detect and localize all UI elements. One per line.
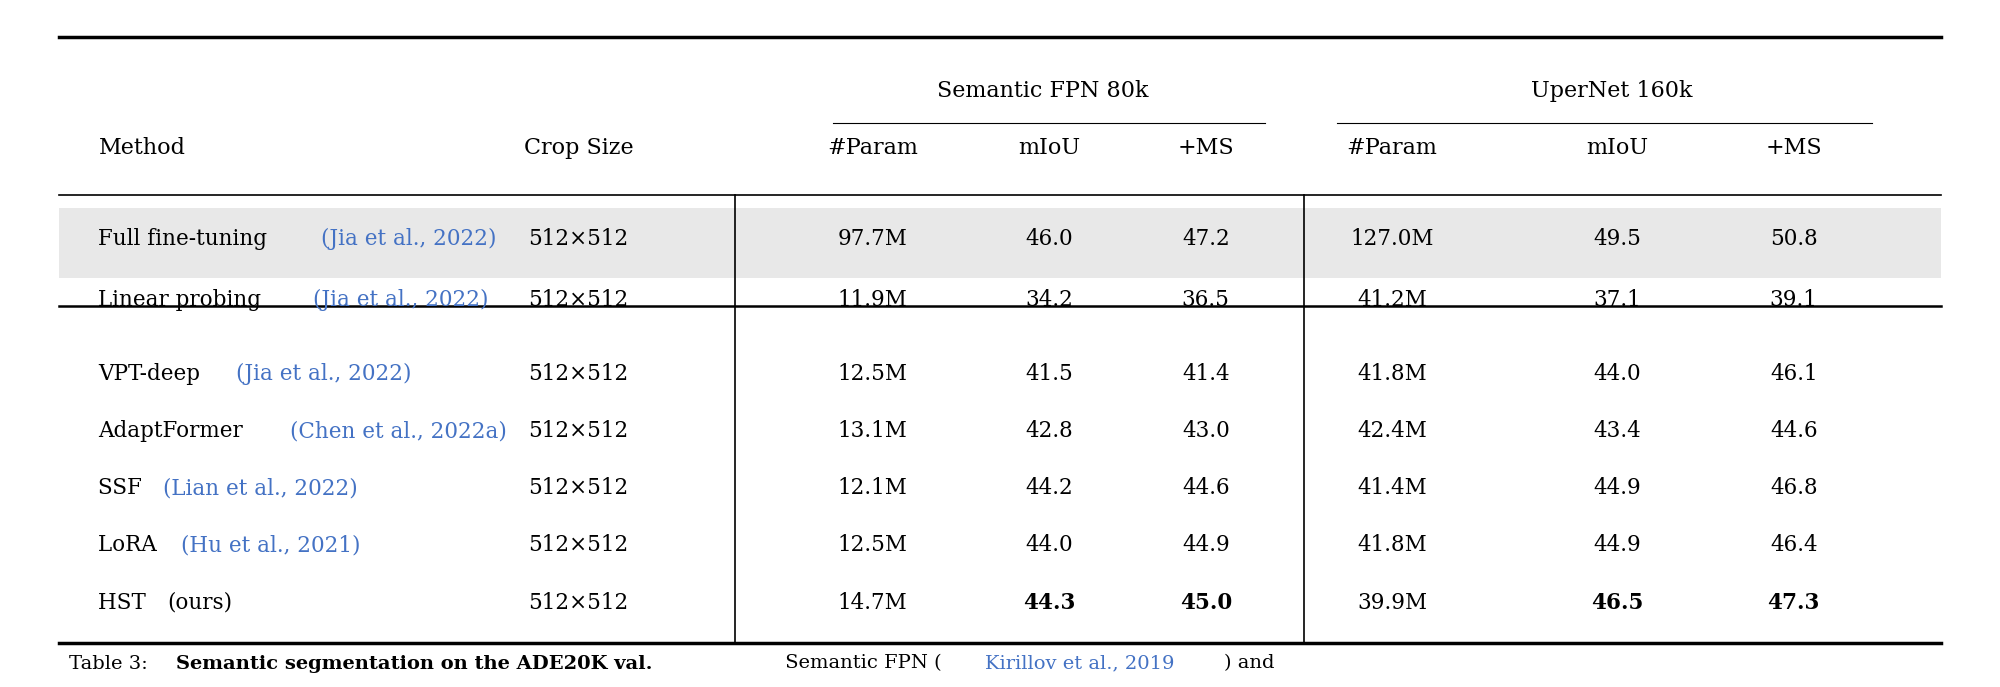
Text: Crop Size: Crop Size <box>524 137 634 159</box>
Text: +MS: +MS <box>1766 137 1822 159</box>
Text: Kirillov et al., 2019: Kirillov et al., 2019 <box>984 655 1174 673</box>
Text: 44.6: 44.6 <box>1770 420 1818 442</box>
Text: 512×512: 512×512 <box>528 477 628 499</box>
Text: 46.1: 46.1 <box>1770 363 1818 385</box>
Text: Semantic segmentation on the ADE20K val.: Semantic segmentation on the ADE20K val. <box>176 655 652 673</box>
Text: AdaptFormer: AdaptFormer <box>98 420 250 442</box>
Text: 97.7M: 97.7M <box>838 228 908 250</box>
Text: 46.8: 46.8 <box>1770 477 1818 499</box>
Text: (Chen et al., 2022a): (Chen et al., 2022a) <box>290 420 508 442</box>
Text: ) and: ) and <box>1224 655 1274 673</box>
Text: 12.5M: 12.5M <box>838 363 908 385</box>
Text: 512×512: 512×512 <box>528 228 628 250</box>
Text: Full fine-tuning: Full fine-tuning <box>98 228 274 250</box>
Text: VPT-deep: VPT-deep <box>98 363 208 385</box>
Text: 41.4: 41.4 <box>1182 363 1230 385</box>
Text: 512×512: 512×512 <box>528 363 628 385</box>
Text: mIoU: mIoU <box>1018 137 1080 159</box>
Text: Semantic FPN 80k: Semantic FPN 80k <box>938 80 1148 102</box>
Text: 45.0: 45.0 <box>1180 592 1232 613</box>
Text: (Hu et al., 2021): (Hu et al., 2021) <box>182 534 360 556</box>
Text: 44.3: 44.3 <box>1022 592 1076 613</box>
Text: 41.4M: 41.4M <box>1358 477 1426 499</box>
Text: 44.0: 44.0 <box>1026 534 1072 556</box>
Text: 46.4: 46.4 <box>1770 534 1818 556</box>
Text: 37.1: 37.1 <box>1594 289 1642 311</box>
Text: 43.4: 43.4 <box>1594 420 1642 442</box>
Text: 44.9: 44.9 <box>1594 534 1642 556</box>
Text: Table 3:: Table 3: <box>68 655 154 673</box>
Text: 41.2M: 41.2M <box>1358 289 1426 311</box>
Text: 43.0: 43.0 <box>1182 420 1230 442</box>
Text: 512×512: 512×512 <box>528 289 628 311</box>
Text: HST: HST <box>98 592 154 613</box>
Text: 44.6: 44.6 <box>1182 477 1230 499</box>
Text: UperNet 160k: UperNet 160k <box>1530 80 1692 102</box>
Text: #Param: #Param <box>1346 137 1438 159</box>
Text: 44.0: 44.0 <box>1594 363 1642 385</box>
Text: 46.5: 46.5 <box>1592 592 1644 613</box>
Text: Linear probing: Linear probing <box>98 289 268 311</box>
Text: 36.5: 36.5 <box>1182 289 1230 311</box>
Text: +MS: +MS <box>1178 137 1234 159</box>
Text: 41.5: 41.5 <box>1026 363 1072 385</box>
Text: 11.9M: 11.9M <box>838 289 908 311</box>
Text: LoRA: LoRA <box>98 534 164 556</box>
Text: 49.5: 49.5 <box>1594 228 1642 250</box>
Text: 12.5M: 12.5M <box>838 534 908 556</box>
Text: 44.9: 44.9 <box>1594 477 1642 499</box>
Text: 47.2: 47.2 <box>1182 228 1230 250</box>
Text: Semantic FPN (: Semantic FPN ( <box>780 655 942 673</box>
Text: (Jia et al., 2022): (Jia et al., 2022) <box>314 289 488 311</box>
Bar <box>60 207 1940 278</box>
Text: 14.7M: 14.7M <box>838 592 908 613</box>
Text: 42.8: 42.8 <box>1026 420 1072 442</box>
Text: 47.3: 47.3 <box>1768 592 1820 613</box>
Text: 44.2: 44.2 <box>1026 477 1072 499</box>
Text: SSF: SSF <box>98 477 150 499</box>
Text: 12.1M: 12.1M <box>838 477 908 499</box>
Text: 39.9M: 39.9M <box>1356 592 1428 613</box>
Text: 46.0: 46.0 <box>1026 228 1072 250</box>
Text: 50.8: 50.8 <box>1770 228 1818 250</box>
Text: (Jia et al., 2022): (Jia et al., 2022) <box>320 228 496 250</box>
Text: mIoU: mIoU <box>1586 137 1648 159</box>
Text: 127.0M: 127.0M <box>1350 228 1434 250</box>
Text: #Param: #Param <box>828 137 918 159</box>
Text: (Lian et al., 2022): (Lian et al., 2022) <box>162 477 358 499</box>
Text: 44.9: 44.9 <box>1182 534 1230 556</box>
Text: 512×512: 512×512 <box>528 592 628 613</box>
Text: Method: Method <box>98 137 186 159</box>
Text: 41.8M: 41.8M <box>1358 363 1426 385</box>
Text: 34.2: 34.2 <box>1026 289 1072 311</box>
Text: 512×512: 512×512 <box>528 420 628 442</box>
Text: 13.1M: 13.1M <box>838 420 908 442</box>
Text: 512×512: 512×512 <box>528 534 628 556</box>
Text: 42.4M: 42.4M <box>1358 420 1426 442</box>
Text: (Jia et al., 2022): (Jia et al., 2022) <box>236 363 412 385</box>
Text: 39.1: 39.1 <box>1770 289 1818 311</box>
Text: (ours): (ours) <box>168 592 232 613</box>
Text: 41.8M: 41.8M <box>1358 534 1426 556</box>
